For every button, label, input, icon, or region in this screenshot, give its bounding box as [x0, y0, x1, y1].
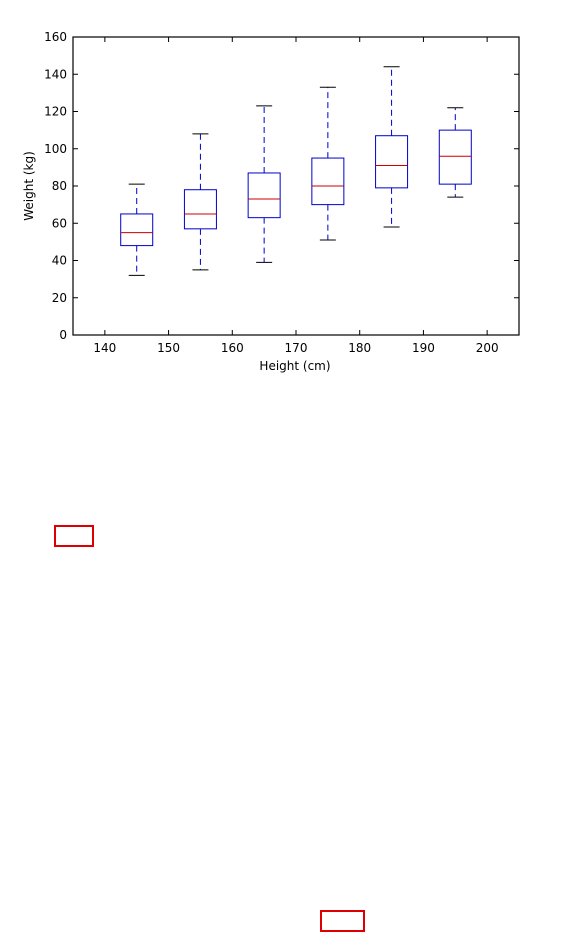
- box: [311, 157, 345, 206]
- x-tick-label: 200: [476, 341, 499, 355]
- x-tick-label: 140: [93, 341, 116, 355]
- box: [375, 135, 409, 189]
- y-tick-label: 20: [52, 291, 67, 305]
- y-axis-label: Weight (kg): [22, 151, 36, 221]
- x-tick-label: 160: [221, 341, 244, 355]
- box: [120, 213, 154, 247]
- x-axis-label: Height (cm): [259, 359, 330, 373]
- box-plot-chart: 140 150 160 170 180 190 200 0 20 40 60 80 100 120 140 1…: [22, 30, 520, 373]
- red-outline-box: [54, 525, 94, 547]
- box: [247, 172, 281, 219]
- y-tick-label: 100: [44, 142, 67, 156]
- y-tick-label: 0: [59, 328, 67, 342]
- box: [183, 189, 217, 230]
- x-tick-label: 180: [348, 341, 371, 355]
- x-tick-label: 150: [157, 341, 180, 355]
- y-tick-label: 120: [44, 105, 67, 119]
- plot-frame: [72, 36, 520, 336]
- x-tick-label: 170: [285, 341, 308, 355]
- y-tick-label: 140: [44, 67, 67, 81]
- y-tick-label: 60: [52, 216, 67, 230]
- red-outline-box: [320, 910, 365, 932]
- box: [438, 129, 472, 185]
- y-tick-label: 80: [52, 179, 67, 193]
- y-tick-label: 40: [52, 254, 67, 268]
- y-tick-label: 160: [44, 30, 67, 44]
- x-tick-label: 190: [412, 341, 435, 355]
- plot-area: 140 150 160 170 180 190 200 0 20 40 60 80 100 120 140 1…: [44, 30, 520, 355]
